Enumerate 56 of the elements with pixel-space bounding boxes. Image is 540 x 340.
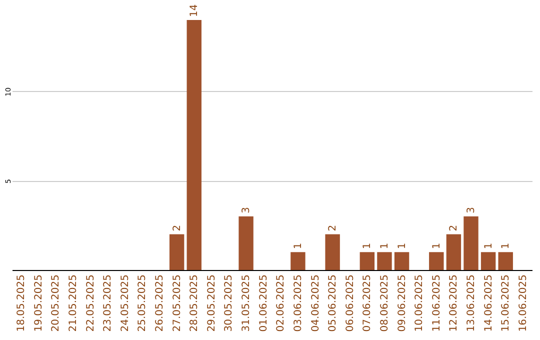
x-tick-label: 10.06.2025 <box>414 274 426 332</box>
x-tick-label: 19.05.2025 <box>33 274 44 332</box>
data-label: 3 <box>241 207 252 214</box>
x-tick-label: 30.05.2025 <box>224 274 235 332</box>
x-tick-label: 29.05.2025 <box>206 274 218 332</box>
bar <box>480 252 496 270</box>
bar <box>394 252 410 270</box>
bar <box>238 216 254 270</box>
data-label: 2 <box>172 224 183 232</box>
x-tick-label: 02.06.2025 <box>276 274 287 332</box>
x-tick-label: 15.06.2025 <box>500 274 512 332</box>
x-tick-label: 05.06.2025 <box>328 274 339 332</box>
data-label: 1 <box>362 242 374 250</box>
x-tick-label: 13.06.2025 <box>466 274 477 332</box>
data-label: 1 <box>483 242 494 250</box>
data-label: 1 <box>379 242 390 250</box>
bar <box>325 234 340 270</box>
x-tick-label: 27.05.2025 <box>172 274 183 332</box>
x-tick-label: 20.05.2025 <box>50 274 62 332</box>
x-tick-label: 09.06.2025 <box>396 274 408 332</box>
x-tick-label: 24.05.2025 <box>120 274 131 332</box>
bar <box>377 252 392 270</box>
x-tick-label: 23.05.2025 <box>102 274 114 332</box>
x-tick-label: 04.06.2025 <box>310 274 322 332</box>
x-tick-label: 14.06.2025 <box>483 274 494 332</box>
x-tick-label: 11.06.2025 <box>431 274 442 332</box>
x-tick-label: 12.06.2025 <box>448 274 460 332</box>
bar <box>186 20 202 270</box>
data-label: 2 <box>448 224 460 232</box>
data-label: 3 <box>466 207 477 214</box>
data-label: 1 <box>396 242 408 250</box>
bar <box>464 216 478 270</box>
x-tick-label: 22.05.2025 <box>85 274 96 332</box>
x-tick-label: 08.06.2025 <box>379 274 390 332</box>
x-tick-label: 25.05.2025 <box>137 274 148 332</box>
data-label: 1 <box>292 242 304 250</box>
bar <box>169 234 184 270</box>
data-label: 1 <box>431 242 442 250</box>
x-tick-label: 03.06.2025 <box>292 274 304 332</box>
x-tick-label: 28.05.2025 <box>189 274 200 332</box>
x-tick-label: 26.05.2025 <box>154 274 166 332</box>
x-tick-label: 16.06.2025 <box>518 274 529 332</box>
data-label: 2 <box>328 224 339 232</box>
bar <box>290 252 306 270</box>
bar <box>446 234 462 270</box>
bar <box>498 252 513 270</box>
x-tick-label: 07.06.2025 <box>362 274 374 332</box>
x-tick-label: 21.05.2025 <box>68 274 79 332</box>
x-tick-label: 06.06.2025 <box>344 274 356 332</box>
x-tick-label: 01.06.2025 <box>258 274 270 332</box>
bar <box>429 252 444 270</box>
data-label: 1 <box>500 242 512 250</box>
data-label: 14 <box>189 4 200 17</box>
bar <box>360 252 375 270</box>
x-tick-label: 18.05.2025 <box>16 274 28 332</box>
x-tick-label: 31.05.2025 <box>241 274 252 332</box>
